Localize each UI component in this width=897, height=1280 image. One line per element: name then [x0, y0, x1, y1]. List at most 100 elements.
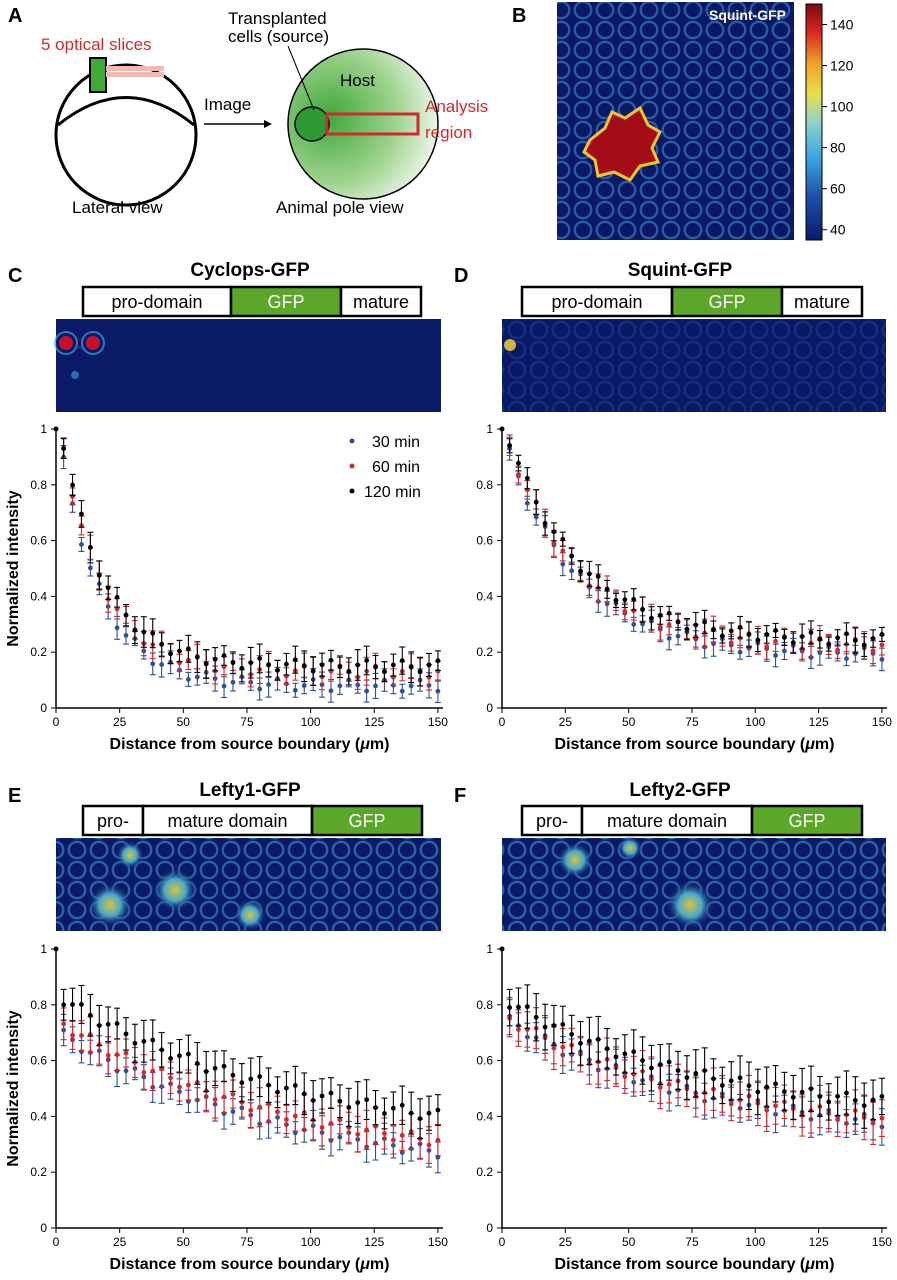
- data-point: [666, 1081, 672, 1087]
- data-point: [203, 661, 209, 667]
- domain-segment-label: mature domain: [167, 811, 287, 831]
- panel-label-a: A: [8, 5, 22, 27]
- x-tick-label: 100: [745, 715, 765, 729]
- data-point: [266, 662, 271, 668]
- legend-marker-120min: [349, 488, 355, 494]
- data-point: [835, 647, 841, 653]
- data-point: [373, 683, 378, 689]
- data-point: [355, 662, 361, 668]
- legend-60min: 60 min: [372, 459, 420, 476]
- colorbar-tick-label: 120: [830, 58, 854, 74]
- data-point: [337, 1134, 343, 1140]
- heatmap-strip-cyclops: [54, 319, 441, 412]
- data-point: [516, 1004, 521, 1010]
- domain-segment: [310, 804, 424, 837]
- data-point: [631, 621, 637, 627]
- data-point: [649, 615, 654, 621]
- data-point: [230, 1091, 236, 1097]
- data-point: [114, 1052, 120, 1058]
- x-tick-label: 125: [809, 715, 829, 729]
- data-point: [657, 1062, 663, 1067]
- domain-segment: [670, 285, 784, 318]
- domain-segment-label: mature domain: [607, 811, 727, 831]
- data-point: [168, 1056, 173, 1061]
- data-point: [675, 619, 681, 625]
- x-axis-label: Distance from source boundary (μm): [110, 1256, 390, 1273]
- optical-slices-label: 5 optical slices: [41, 35, 152, 54]
- legend-30min: 30 min: [372, 434, 420, 451]
- data-point: [773, 1103, 778, 1109]
- data-point: [728, 640, 734, 646]
- data-point: [622, 1074, 628, 1080]
- data-point: [578, 568, 583, 574]
- data-point: [711, 1076, 716, 1082]
- data-point: [684, 1075, 690, 1080]
- data-point: [408, 664, 414, 670]
- data-point: [310, 668, 316, 674]
- x-tick-label: 0: [53, 715, 60, 729]
- data-point: [364, 1127, 370, 1133]
- data-point: [382, 1111, 387, 1116]
- y-tick-label: 0: [40, 1221, 47, 1235]
- y-tick-label: 1: [486, 422, 493, 436]
- legend: 30 min 60 min 120 min: [349, 434, 421, 501]
- domain-bar-cyclops: pro-domain GFP mature: [81, 285, 423, 318]
- data-point: [595, 1036, 601, 1042]
- y-tick-label: 0.4: [30, 1109, 47, 1123]
- x-tick-label: 100: [301, 1235, 321, 1249]
- data-point: [230, 1072, 236, 1078]
- data-point: [337, 1117, 343, 1123]
- x-tick-label: 100: [301, 715, 321, 729]
- data-point: [817, 636, 823, 642]
- domain-segment: [520, 804, 584, 837]
- colorbar-tick-label: 100: [830, 99, 854, 115]
- data-point: [879, 1094, 885, 1099]
- x-tick-label: 75: [685, 715, 699, 729]
- data-point: [870, 636, 876, 641]
- data-point: [693, 622, 699, 628]
- data-point: [790, 640, 796, 645]
- data-point: [560, 536, 566, 542]
- data-point: [426, 662, 432, 668]
- data-point: [551, 1045, 557, 1051]
- data-point: [221, 1094, 227, 1100]
- data-point: [844, 631, 849, 637]
- data-point: [168, 1075, 173, 1081]
- x-tick-label: 25: [113, 1235, 127, 1249]
- data-point: [96, 572, 102, 578]
- data-point: [808, 1086, 814, 1092]
- x-tick-label: 125: [809, 1235, 829, 1249]
- domain-segment-label: pro-: [536, 811, 568, 831]
- x-axis-label: Distance from source boundary (μm): [555, 736, 835, 753]
- y-axis-label: Normalized intensity: [5, 1010, 22, 1167]
- data-point: [399, 1102, 405, 1108]
- data-point: [728, 1101, 734, 1107]
- data-point: [870, 648, 876, 654]
- legend-marker-60min: [349, 463, 355, 469]
- data-point: [177, 1084, 182, 1090]
- data-point: [123, 1031, 129, 1037]
- data-point: [275, 1109, 280, 1115]
- data-point: [61, 446, 67, 451]
- data-point: [702, 1068, 708, 1073]
- colorbar-tick-label: 40: [830, 222, 846, 238]
- y-tick-label: 0.2: [476, 645, 493, 659]
- domain-bar-lefty2: pro-mature domain GFP: [520, 804, 864, 837]
- data-point: [835, 1117, 841, 1123]
- data-point: [284, 1085, 289, 1091]
- data-point: [185, 1051, 191, 1057]
- data-point: [248, 1076, 254, 1082]
- data-point: [230, 679, 236, 685]
- x-axis-label: Distance from source boundary (μm): [555, 1256, 835, 1273]
- data-point: [782, 635, 787, 640]
- data-point: [364, 1097, 370, 1103]
- data-point: [301, 1091, 307, 1097]
- data-point: [319, 1093, 325, 1099]
- data-point: [560, 561, 566, 567]
- data-point: [70, 1032, 75, 1038]
- data-point: [159, 1066, 165, 1072]
- data-point: [799, 1089, 805, 1095]
- data-point: [266, 1082, 271, 1088]
- data-point: [284, 661, 289, 667]
- data-point: [212, 1065, 218, 1071]
